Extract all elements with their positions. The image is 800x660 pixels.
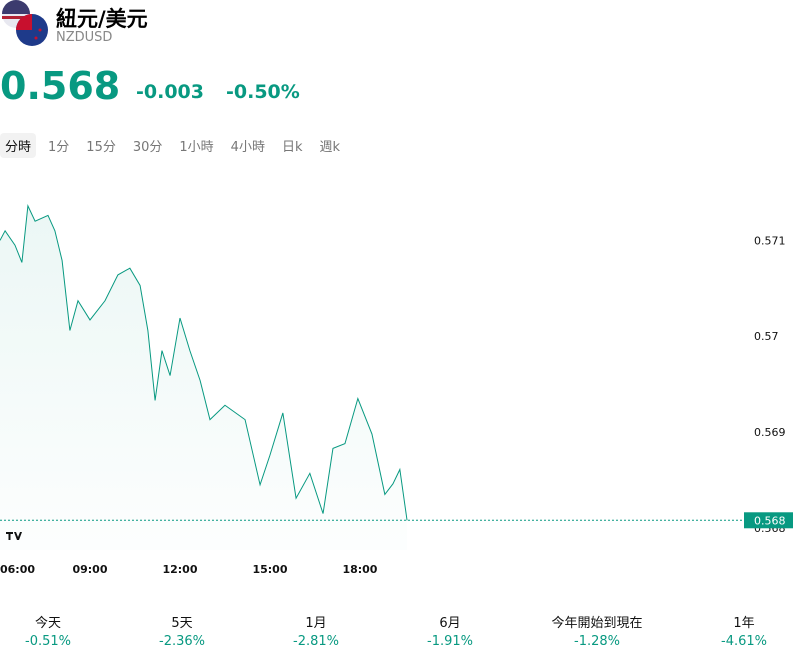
period-label: 1月 xyxy=(305,616,327,631)
y-tick-label: 0.57 xyxy=(754,330,779,343)
title: 紐元/美元 xyxy=(56,7,148,31)
price: 0.568 xyxy=(0,64,121,108)
tab[interactable]: 1小時 xyxy=(179,140,214,155)
tabs: 分時 1分 15分 30分 1小時 4小時 日k 週k xyxy=(0,133,352,158)
period: 今年開始到現在 -1.28% xyxy=(527,612,667,649)
period-label: 1年 xyxy=(733,616,755,631)
x-tick-label: 09:00 xyxy=(72,563,107,576)
chart: 0.568 0.569 0.57 0.571 06:00 09:00 12:00 15:00 1… xyxy=(0,204,793,576)
period-label: 5天 xyxy=(171,616,193,631)
period-value: -1.28% xyxy=(574,634,620,649)
tab[interactable]: 30分 xyxy=(132,140,163,155)
period-label: 今天 xyxy=(34,616,61,631)
period-value: -4.61% xyxy=(721,634,767,649)
flag-icons xyxy=(2,0,48,46)
line xyxy=(0,204,408,521)
symbol: NZDUSD xyxy=(56,30,113,45)
tab[interactable]: 週k xyxy=(319,140,341,155)
period-value: -0.51% xyxy=(25,634,71,649)
x-tick-label: 15:00 xyxy=(252,563,287,576)
change-percent: -0.50% xyxy=(226,81,300,103)
period: 今天 -0.51% xyxy=(0,612,118,649)
period: 1月 -2.81% xyxy=(246,612,386,649)
change: -0.003 xyxy=(136,81,204,103)
period: 1年 -4.61% xyxy=(674,612,800,649)
period-value: -1.91% xyxy=(427,634,473,649)
period-label: 6月 xyxy=(439,616,461,631)
period-label: 今年開始到現在 xyxy=(551,616,643,631)
tab[interactable]: 4小時 xyxy=(230,140,265,155)
x-tick-label: 18:00 xyxy=(342,563,377,576)
period-value: -2.81% xyxy=(293,634,339,649)
tab[interactable]: 15分 xyxy=(86,140,116,155)
tab[interactable]: 1分 xyxy=(48,140,70,155)
x-tick-label: 06:00 xyxy=(0,563,35,576)
period-value: -2.36% xyxy=(159,634,205,649)
tab[interactable]: 分時 xyxy=(0,133,37,158)
x-tick-label: 12:00 xyxy=(162,563,197,576)
y-tick-label: 0.569 xyxy=(754,426,786,439)
area xyxy=(0,205,408,550)
tab[interactable]: 日k xyxy=(281,140,303,155)
y-tick-label: 0.571 xyxy=(754,234,786,247)
period: 5天 -2.36% xyxy=(112,612,252,649)
period: 6月 -1.91% xyxy=(380,612,520,649)
last-price-box xyxy=(744,512,793,529)
last-price-label: 0.568 xyxy=(754,514,786,527)
